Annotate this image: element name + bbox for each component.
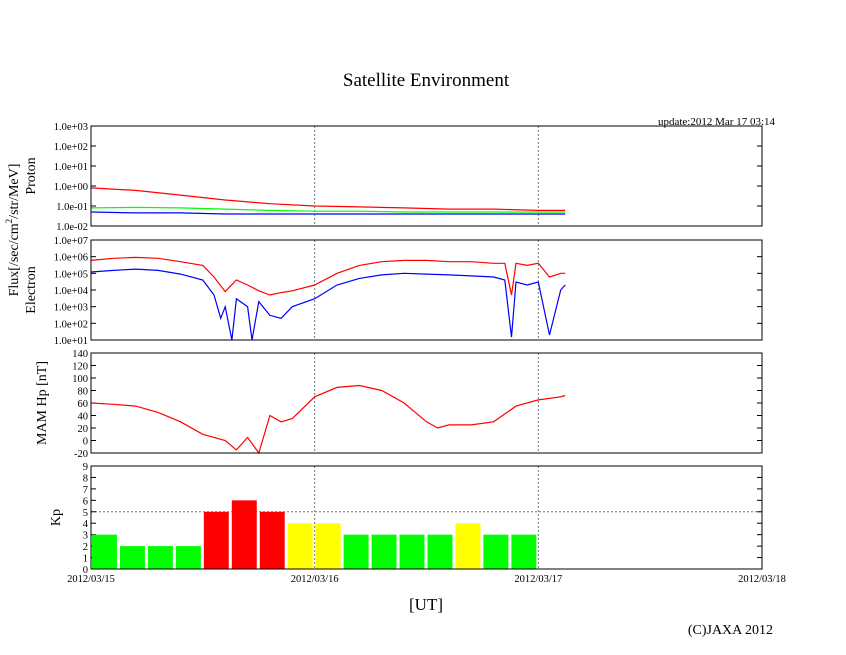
update-timestamp: update:2012 Mar 17 03:14 — [658, 116, 776, 128]
y-tick-label: 2 — [83, 542, 88, 553]
kp-bar — [511, 534, 537, 569]
kp-bar — [175, 546, 201, 569]
kp-bar — [92, 534, 117, 569]
series-line-blue — [90, 268, 566, 341]
series-line-red — [90, 256, 566, 296]
y-tick-label: 1.0e+02 — [54, 142, 88, 153]
x-tick-label: 2012/03/16 — [291, 574, 339, 585]
y-tick-label: 1.0e+06 — [54, 253, 88, 264]
y-tick-label: 8 — [83, 473, 88, 484]
y-tick-label: 4 — [83, 519, 89, 530]
x-tick-label: 2012/03/17 — [514, 574, 562, 585]
y-tick-label: 9 — [83, 462, 88, 473]
x-axis-label: [UT] — [409, 595, 443, 614]
y-tick-label: 40 — [78, 412, 89, 423]
kp-bar — [203, 511, 229, 569]
y-tick-label: 1.0e+05 — [54, 269, 88, 280]
panel-frame — [90, 465, 763, 570]
y-tick-label: 1.0e+04 — [54, 286, 89, 297]
kp-bar — [287, 523, 313, 569]
y-tick-label: 1.0e+01 — [54, 162, 88, 173]
y-tick-label: -20 — [74, 449, 88, 460]
y-tick-label: 60 — [78, 399, 89, 410]
y-tick-label: 120 — [72, 362, 88, 373]
panel-electron: 1.0e+01 1.0e+02 1.0e+03 1.0e+04 1.0e+05 1.0e+… — [24, 236, 763, 347]
y-tick-label: 140 — [72, 349, 88, 360]
panel-frame — [90, 239, 763, 341]
y-tick-label: 1.0e+07 — [54, 236, 88, 247]
y-tick-label: 20 — [78, 424, 89, 435]
kp-bar — [483, 534, 509, 569]
kp-bar — [455, 523, 481, 569]
y-axis-label-electron: Electron — [24, 266, 39, 313]
y-tick-label: 0 — [83, 565, 88, 576]
y-tick-label: 3 — [83, 531, 88, 542]
kp-bar — [371, 534, 397, 569]
y-tick-label: 6 — [83, 496, 88, 507]
flux-axis-label: Flux[/sec/cm2/str/MeV] — [4, 164, 22, 297]
chart-title: Satellite Environment — [343, 70, 510, 91]
kp-bar — [343, 534, 369, 569]
x-tick-label: 2012/03/15 — [67, 574, 115, 585]
y-tick-label: 1.0e-02 — [56, 222, 88, 233]
y-tick-label: 1.0e+01 — [54, 336, 88, 347]
series-line-red — [90, 187, 566, 211]
x-tick-label: 2012/03/18 — [738, 574, 786, 585]
y-tick-label: 7 — [83, 485, 88, 496]
y-tick-label: 100 — [72, 374, 88, 385]
x-axis-ticks: 2012/03/15 2012/03/16 2012/03/17 2012/03/18 — [67, 574, 786, 585]
y-tick-label: 0 — [83, 437, 88, 448]
kp-bar — [147, 546, 173, 569]
series-line-red — [90, 384, 566, 455]
y-tick-label: 1.0e+03 — [54, 122, 88, 133]
panels: 1.0e-021.0e-011.0e+001.0e+011.0e+021.0e+… — [24, 122, 763, 576]
kp-bar — [315, 523, 341, 569]
kp-bar — [399, 534, 425, 569]
kp-bar — [259, 511, 285, 569]
y-tick-label: 80 — [78, 387, 89, 398]
y-axis-label-proton: Proton — [24, 157, 39, 194]
kp-bar — [231, 500, 257, 569]
series-line-blue — [90, 211, 566, 215]
y-tick-label: 1.0e+03 — [54, 303, 88, 314]
kp-bar — [119, 546, 145, 569]
series-line-green — [90, 206, 566, 213]
y-axis-label-kp: Kp — [49, 509, 64, 526]
y-tick-label: 1.0e-01 — [56, 202, 88, 213]
panel-proton: 1.0e-02 1.0e-01 1.0e+00 1.0e+01 1.0e+02 1.0e+… — [24, 122, 763, 233]
y-tick-label: 1.0e+00 — [54, 182, 88, 193]
y-tick-label: 1.0e+02 — [54, 319, 88, 330]
kp-bar — [427, 534, 453, 569]
y-tick-label: 5 — [83, 508, 88, 519]
panel-frame — [90, 125, 763, 227]
panel-frame — [90, 352, 763, 454]
copyright: (C)JAXA 2012 — [688, 623, 773, 638]
y-tick-label: 1 — [83, 554, 88, 565]
y-axis-label-mam_hp: MAM Hp [nT] — [35, 361, 50, 445]
